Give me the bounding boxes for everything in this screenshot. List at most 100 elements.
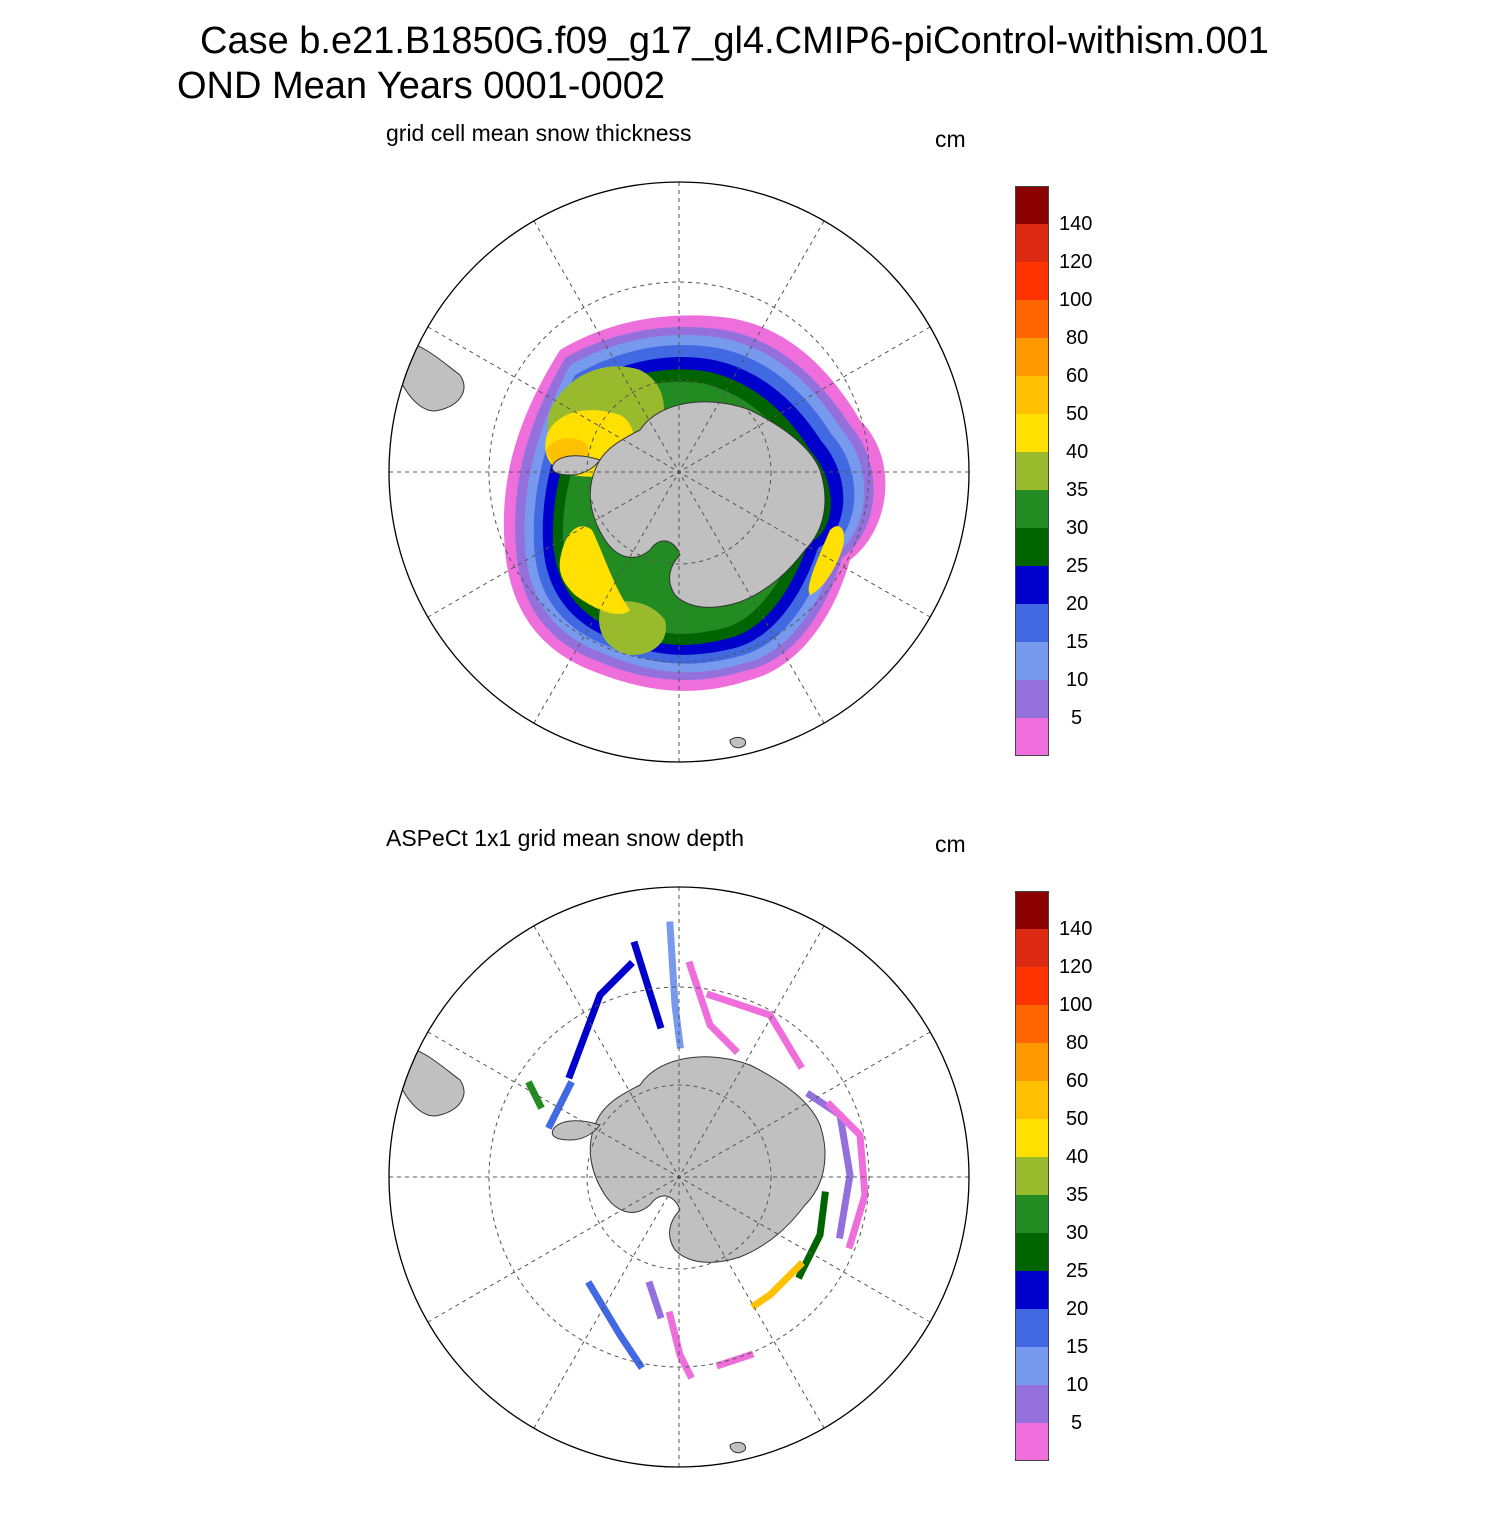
polar-map: [388, 181, 970, 763]
south-america-land: [399, 1044, 465, 1117]
colorbar-tick-label: 30: [1066, 1222, 1089, 1244]
colorbar-tick-label: 80: [1066, 1032, 1089, 1054]
colorbar-swatch: [1015, 338, 1049, 376]
colorbar-swatch: [1015, 1195, 1049, 1233]
case-title: Case b.e21.B1850G.f09_g17_gl4.CMIP6-piCo…: [200, 20, 1269, 62]
map-boundary: [388, 181, 970, 763]
colorbar-swatch: [1015, 1233, 1049, 1271]
colorbar-tick-label: 60: [1066, 1070, 1089, 1092]
colorbar-tick-label: 20: [1066, 593, 1089, 615]
track-weddell-2: [545, 1080, 575, 1130]
period-subtitle: OND Mean Years 0001-0002: [177, 65, 665, 107]
colorbar-tick-label: 50: [1066, 403, 1089, 425]
map-boundary: [388, 886, 970, 1468]
antarctica-land: [589, 1056, 826, 1263]
colorbar-swatch: [1015, 718, 1049, 756]
colorbar-swatch: [1015, 452, 1049, 490]
colorbar-tick-label: 10: [1066, 669, 1089, 691]
track-meridional-3: [630, 940, 665, 1030]
colorbar: 140 120 100 80 60 50 40 35 30 25 20 15 10 5: [1015, 891, 1145, 1463]
colorbar-swatch: [1015, 1157, 1049, 1195]
antarctic-peninsula: [551, 455, 601, 476]
model-snow-panel: grid cell mean snow thickness cm: [0, 110, 1500, 810]
colorbar-swatch: [1015, 642, 1049, 680]
colorbar-tick-label: 50: [1066, 1108, 1089, 1130]
colorbar-swatch: [1015, 1119, 1049, 1157]
colorbar-swatch: [1015, 528, 1049, 566]
colorbar-tick-label: 120: [1059, 251, 1093, 273]
colorbar-swatch: [1015, 300, 1049, 338]
colorbar-tick-label: 60: [1066, 365, 1089, 387]
colorbar-swatch: [1015, 414, 1049, 452]
colorbar-tick-label: 15: [1066, 1336, 1089, 1358]
ship-tracks: [525, 921, 869, 1380]
colorbar-tick-label: 30: [1066, 517, 1089, 539]
track-weddell-3: [525, 1080, 545, 1110]
colorbar-tick-label: 80: [1066, 327, 1089, 349]
colorbar-swatch: [1015, 186, 1049, 224]
colorbar-swatch: [1015, 490, 1049, 528]
colorbar-tick-label: 25: [1066, 555, 1089, 577]
colorbar-swatch: [1015, 604, 1049, 642]
track-ross-2: [665, 1310, 695, 1380]
track-east-3: [795, 1191, 829, 1280]
map-graticule: [389, 887, 969, 1467]
colorbar-swatch: [1015, 1423, 1049, 1461]
colorbar-tick-label: 10: [1066, 1374, 1089, 1396]
track-ross-1: [585, 1280, 645, 1370]
colorbar-tick-label: 35: [1066, 1184, 1089, 1206]
unit-label: cm: [935, 126, 966, 152]
colorbar-swatch: [1015, 1385, 1049, 1423]
colorbar-tick-label: 140: [1059, 918, 1093, 940]
colorbar-swatch: [1015, 1081, 1049, 1119]
colorbar-swatch: [1015, 566, 1049, 604]
panel-title: grid cell mean snow thickness: [386, 120, 692, 146]
track-east-4: [750, 1260, 805, 1310]
colorbar-tick-label: 120: [1059, 956, 1093, 978]
colorbar-tick-label: 35: [1066, 479, 1089, 501]
colorbar-swatch: [1015, 1043, 1049, 1081]
track-meridional: [666, 921, 684, 1049]
colorbar-swatch: [1015, 1271, 1049, 1309]
colorbar-swatch: [1015, 1309, 1049, 1347]
antarctica-land: [589, 401, 826, 608]
colorbar-tick-label: 5: [1071, 707, 1083, 729]
track-meridional-2: [685, 960, 740, 1055]
colorbar-tick-label: 40: [1066, 1146, 1089, 1168]
colorbar-swatch: [1015, 1005, 1049, 1043]
colorbar-tick-label: 5: [1071, 1412, 1083, 1434]
colorbar-tick-label: 15: [1066, 631, 1089, 653]
colorbar-swatch: [1015, 680, 1049, 718]
island-land: [729, 737, 747, 749]
colorbar: 140 120 100 80 60 50 40 35 30 25 20 15 10 5: [1015, 186, 1145, 758]
track-east-1: [805, 1090, 854, 1240]
island-land: [729, 1442, 747, 1454]
snow-band-40cm-south: [599, 601, 666, 655]
south-america-land: [399, 339, 465, 412]
snow-band-50cm-east: [808, 526, 845, 595]
track-ross-4: [715, 1350, 755, 1370]
figure-title-block: Case b.e21.B1850G.f09_g17_gl4.CMIP6-piCo…: [0, 0, 1500, 120]
colorbar-tick-label: 100: [1059, 289, 1093, 311]
colorbar-swatch: [1015, 929, 1049, 967]
antarctic-peninsula: [551, 1120, 601, 1141]
colorbar-tick-label: 40: [1066, 441, 1089, 463]
track-ross-3: [645, 1280, 665, 1320]
map-graticule: [389, 182, 969, 762]
colorbar-swatch: [1015, 1347, 1049, 1385]
colorbar-swatch: [1015, 262, 1049, 300]
colorbar-swatch: [1015, 224, 1049, 262]
track-east-2: [825, 1100, 869, 1250]
colorbar-swatch: [1015, 376, 1049, 414]
unit-label: cm: [935, 831, 966, 857]
colorbar-tick-label: 100: [1059, 994, 1093, 1016]
snow-band-50cm-south: [559, 526, 630, 615]
panel-title: ASPeCt 1x1 grid mean snow depth: [386, 825, 744, 851]
track-indian: [705, 990, 805, 1070]
colorbar-tick-label: 25: [1066, 1260, 1089, 1282]
obs-snow-panel: ASPeCt 1x1 grid mean snow depth cm: [0, 815, 1500, 1515]
track-weddell: [565, 960, 635, 1080]
colorbar-tick-label: 140: [1059, 213, 1093, 235]
colorbar-swatch: [1015, 967, 1049, 1005]
colorbar-swatch: [1015, 891, 1049, 929]
